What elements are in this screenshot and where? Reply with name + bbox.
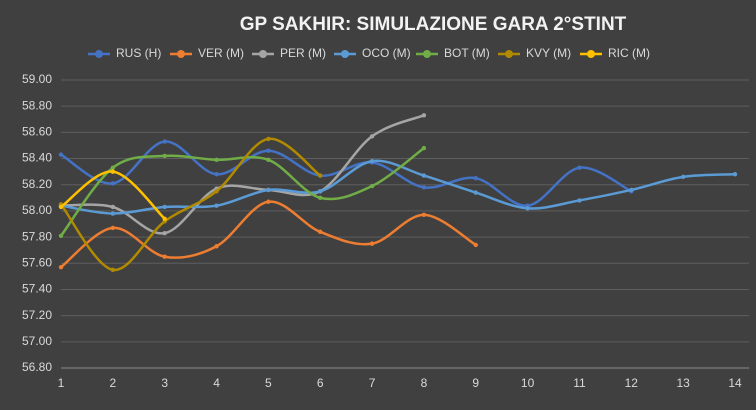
- data-point: [421, 185, 427, 190]
- data-point: [629, 187, 634, 193]
- legend-label: KVY (M): [526, 46, 571, 60]
- data-point: [214, 244, 219, 249]
- data-point: [577, 165, 582, 170]
- legend-marker: [423, 50, 431, 58]
- x-tick-label: 11: [573, 376, 586, 390]
- y-tick-label: 57.60: [22, 255, 52, 269]
- x-tick-label: 1: [58, 376, 65, 390]
- x-tick-label: 13: [676, 376, 690, 390]
- data-point: [110, 169, 116, 174]
- x-tick-label: 12: [625, 376, 639, 390]
- legend-marker: [259, 50, 267, 58]
- data-point: [318, 173, 323, 178]
- series-line: [60, 114, 425, 235]
- data-point: [110, 204, 116, 210]
- data-point: [473, 242, 478, 248]
- x-tick-label: 5: [265, 376, 272, 390]
- legend-label: RIC (M): [608, 46, 650, 60]
- data-point: [369, 134, 375, 139]
- data-point: [732, 172, 738, 177]
- data-point: [577, 198, 582, 203]
- data-point: [421, 113, 427, 118]
- data-point: [318, 229, 323, 235]
- data-point: [162, 230, 167, 236]
- x-tick-label: 3: [161, 376, 168, 390]
- legend-marker: [505, 50, 513, 58]
- data-point: [58, 204, 64, 210]
- data-point: [110, 267, 116, 273]
- data-point: [162, 139, 167, 144]
- data-point: [369, 241, 375, 246]
- data-point: [318, 189, 323, 194]
- legend-label: BOT (M): [444, 46, 490, 60]
- data-point: [266, 136, 271, 142]
- data-point: [110, 225, 116, 231]
- series-line: [60, 159, 736, 215]
- legend-marker: [177, 50, 185, 58]
- data-point: [162, 254, 167, 259]
- series-line: [60, 137, 322, 272]
- x-tick-label: 2: [110, 376, 117, 390]
- data-point: [266, 148, 271, 153]
- x-tick-label: 8: [421, 376, 428, 390]
- y-tick-label: 59.00: [22, 72, 52, 86]
- data-point: [369, 158, 375, 164]
- x-tick-label: 7: [369, 376, 376, 390]
- data-point: [421, 173, 427, 178]
- data-point: [162, 204, 167, 210]
- x-tick-label: 4: [213, 376, 220, 390]
- x-tick-label: 14: [728, 376, 742, 390]
- chart-title: GP SAKHIR: SIMULAZIONE GARA 2°STINT: [240, 14, 627, 35]
- data-point: [473, 190, 478, 195]
- data-point: [266, 157, 271, 163]
- y-tick-label: 58.00: [22, 203, 52, 217]
- data-point: [266, 199, 271, 204]
- legend-label: OCO (M): [362, 46, 411, 60]
- data-point: [162, 216, 167, 221]
- data-point: [110, 211, 116, 216]
- y-tick-label: 57.80: [22, 229, 52, 243]
- data-point: [421, 145, 427, 151]
- data-point: [214, 203, 219, 208]
- data-point: [214, 189, 219, 194]
- data-point: [58, 152, 64, 157]
- y-tick-label: 57.00: [22, 334, 52, 348]
- data-point: [58, 265, 64, 270]
- y-tick-label: 58.40: [22, 151, 52, 165]
- x-tick-label: 10: [521, 376, 535, 390]
- y-tick-label: 57.20: [22, 308, 52, 322]
- legend-marker: [587, 50, 595, 58]
- y-tick-label: 58.60: [22, 125, 52, 139]
- data-point: [369, 183, 375, 189]
- y-tick-label: 57.40: [22, 282, 52, 296]
- legend-label: RUS (H): [116, 46, 161, 60]
- data-point: [214, 172, 219, 177]
- y-tick-label: 58.80: [22, 98, 52, 112]
- data-point: [214, 157, 219, 163]
- x-tick-label: 9: [472, 376, 479, 390]
- data-point: [318, 195, 323, 201]
- legend-marker: [95, 50, 103, 58]
- data-point: [162, 153, 167, 159]
- legend-label: PER (M): [280, 46, 326, 60]
- x-tick-label: 6: [317, 376, 324, 390]
- legend-marker: [341, 50, 349, 58]
- data-point: [525, 206, 530, 211]
- data-point: [110, 165, 116, 170]
- data-point: [421, 212, 427, 218]
- data-point: [110, 181, 116, 186]
- data-point: [473, 175, 478, 181]
- data-point: [680, 174, 686, 180]
- data-point: [58, 233, 64, 238]
- y-tick-label: 56.80: [22, 360, 52, 374]
- data-point: [266, 187, 271, 193]
- y-tick-label: 58.20: [22, 177, 52, 191]
- legend-label: VER (M): [198, 46, 244, 60]
